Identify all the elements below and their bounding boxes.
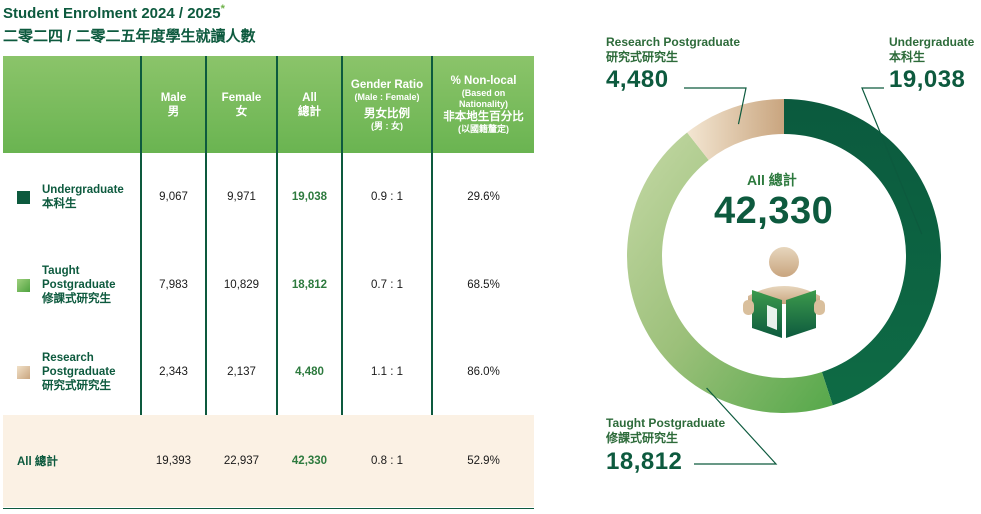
donut-center-label: All 總計 — [747, 172, 797, 188]
column-divider — [431, 56, 433, 415]
page-subtitle: 二零二四 / 二零二五年度學生就讀人數 — [3, 28, 256, 45]
enrolment-table: Male 男 Female 女 All 總計 Gender Ratio (Male :… — [3, 56, 534, 509]
cell-all: 19,038 — [291, 191, 328, 203]
callout-research-title: Research Postgraduate 研究式研究生 — [606, 35, 741, 64]
cell-ratio: 0.8 : 1 — [371, 455, 403, 467]
cell-female: 10,829 — [223, 279, 260, 291]
donut-center-value: 42,330 — [714, 190, 834, 232]
cell-nonlocal: 29.6% — [467, 191, 500, 203]
legend-swatch — [17, 365, 30, 379]
cell-all: 4,480 — [295, 366, 324, 378]
cell-male: 2,343 — [159, 366, 188, 378]
legend-swatch — [17, 278, 30, 292]
cell-female: 2,137 — [227, 366, 256, 378]
column-divider — [140, 56, 142, 415]
reading-person-icon — [743, 247, 825, 338]
row-label: Undergraduate 本科生 — [17, 153, 124, 241]
table-row-taught-postgraduate: Taught Postgraduate 修課式研究生 7,983 10,829 18… — [3, 241, 534, 329]
cell-nonlocal: 68.5% — [467, 279, 500, 291]
cell-all: 18,812 — [291, 279, 328, 291]
donut-segment-undergraduate — [784, 99, 941, 406]
cell-male: 7,983 — [159, 279, 188, 291]
callout-taught-title: Taught Postgraduate 修課式研究生 — [606, 416, 726, 445]
callout-research-value: 4,480 — [606, 66, 669, 93]
donut-chart — [627, 87, 941, 465]
header-male: Male 男 — [160, 91, 187, 118]
table-row-undergraduate: Undergraduate 本科生 9,067 9,971 19,038 0.9 … — [3, 153, 534, 241]
leader-line-taught — [694, 387, 778, 465]
cell-female: 22,937 — [223, 455, 260, 467]
cell-nonlocal: 86.0% — [467, 366, 500, 378]
donut-segment-taught-postgraduate — [627, 132, 833, 414]
header-female: Female 女 — [221, 91, 262, 118]
legend-swatch — [17, 190, 30, 204]
cell-male: 9,067 — [159, 191, 188, 203]
cell-ratio: 0.7 : 1 — [371, 279, 403, 291]
table-row-research-postgraduate: Research Postgraduate 研究式研究生 2,343 2,137 4… — [3, 328, 534, 416]
leader-line-research — [684, 87, 747, 125]
callout-undergrad-title: Undergraduate 本科生 — [889, 35, 975, 64]
cell-all: 42,330 — [291, 455, 328, 467]
table-row-total: All 總計 19,393 22,937 42,330 0.8 : 1 52.9… — [3, 415, 534, 509]
cell-nonlocal: 52.9% — [467, 455, 500, 467]
cell-male: 19,393 — [155, 455, 192, 467]
column-divider — [205, 56, 207, 415]
row-label: Taught Postgraduate 修課式研究生 — [17, 241, 116, 329]
donut-segment-research-postgraduate — [687, 99, 784, 160]
donut-chart-panel: Research Postgraduate 研究式研究生 4,480 Underg… — [536, 0, 981, 514]
row-label: Research Postgraduate 研究式研究生 — [17, 328, 116, 416]
table-bottom-rule — [3, 508, 534, 509]
cell-ratio: 1.1 : 1 — [371, 366, 403, 378]
column-divider — [341, 56, 343, 415]
row-label: All 總計 — [17, 456, 58, 468]
table-header — [3, 56, 534, 153]
header-all: All 總計 — [298, 91, 321, 118]
cell-ratio: 0.9 : 1 — [371, 191, 403, 203]
callout-taught-value: 18,812 — [606, 448, 683, 475]
header-nonlocal: % Non-local (Based on Nationality) 非本地生百… — [443, 75, 524, 134]
cell-female: 9,971 — [227, 191, 256, 203]
leader-line-undergraduate — [861, 87, 923, 235]
column-divider — [276, 56, 278, 415]
callout-undergrad-value: 19,038 — [889, 66, 966, 93]
page-title: Student Enrolment 2024 / 2025* — [3, 3, 225, 22]
header-gender-ratio: Gender Ratio (Male : Female) 男女比例 (男 : 女… — [350, 78, 424, 131]
